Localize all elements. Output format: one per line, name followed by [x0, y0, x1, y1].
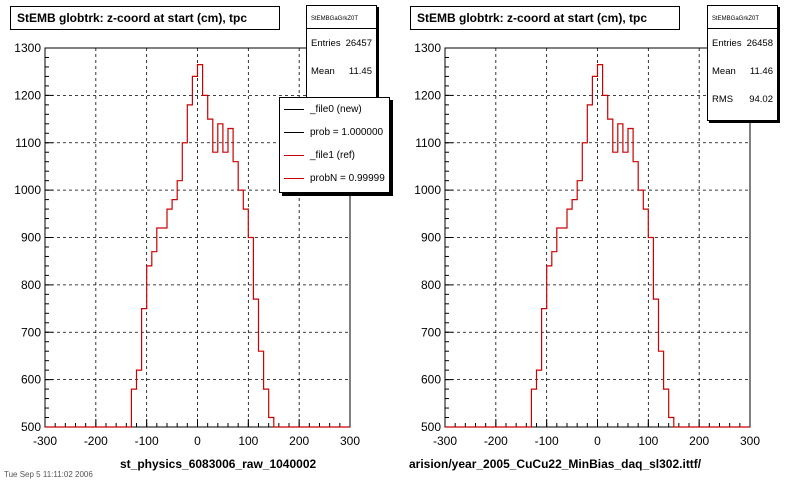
chart-title-left: StEMB globtrk: z-coord at start (cm), tp…	[10, 6, 280, 30]
y-tick-label: 1000	[14, 183, 41, 197]
x-tick-label: 100	[238, 434, 258, 448]
x-tick-label: -200	[84, 434, 108, 448]
y-tick-label: 1200	[414, 88, 441, 102]
stats-entries-row: Entries 26457	[307, 29, 376, 57]
legend-swatch	[284, 178, 304, 179]
x-tick-label: 100	[638, 434, 658, 448]
stats-name: StEMBGaGrkZ0T	[708, 6, 777, 29]
y-tick-label: 1100	[15, 136, 41, 150]
legend-label: probN = 0.99999	[310, 173, 385, 184]
stats-rms-row: RMS 94.02	[708, 85, 777, 113]
x-tick-label: -200	[484, 434, 508, 448]
y-tick-label: 1100	[415, 136, 441, 150]
x-tick-label: -300	[433, 434, 457, 448]
x-axis-label-left: st_physics_6083006_raw_1040002	[120, 457, 317, 471]
legend-box: _file0 (new) prob = 1.000000 _file1 (ref…	[279, 97, 390, 193]
y-tick-label: 600	[21, 373, 41, 387]
y-tick-label: 700	[421, 325, 441, 339]
y-tick-label: 1300	[414, 41, 441, 55]
x-tick-label: -100	[135, 434, 159, 448]
histogram-series-line	[45, 63, 350, 428]
stats-entries-row: Entries 26458	[708, 29, 777, 57]
stats-mean-value: 11.46	[749, 65, 773, 77]
stats-rms-value: 94.02	[749, 93, 773, 105]
y-tick-label: 900	[21, 231, 41, 245]
x-tick-label: -100	[535, 434, 559, 448]
y-tick-label: 600	[421, 373, 441, 387]
y-tick-label: 800	[421, 278, 441, 292]
x-tick-label: -300	[33, 434, 57, 448]
legend-entry: probN = 0.99999	[280, 167, 389, 190]
stats-mean-label: Mean	[311, 65, 335, 77]
stats-rms-label: RMS	[712, 93, 734, 105]
stats-name: StEMBGaGrkZ0T	[307, 6, 376, 29]
x-tick-label: 300	[340, 434, 360, 448]
y-tick-label: 1200	[14, 88, 41, 102]
stats-mean-row: Mean 11.45	[307, 57, 376, 85]
histogram-series-line	[445, 63, 750, 428]
stats-entries-value: 26458	[746, 37, 773, 49]
stats-mean-label: Mean	[712, 65, 736, 77]
stats-entries-label: Entries	[712, 37, 742, 49]
y-tick-label: 500	[21, 420, 41, 434]
legend-entry: prob = 1.000000	[280, 121, 389, 144]
x-tick-label: 0	[194, 434, 201, 448]
legend-entry: _file1 (ref)	[280, 144, 389, 167]
legend-entry: _file0 (new)	[280, 98, 389, 121]
stats-box-right: StEMBGaGrkZ0T Entries 26458 Mean 11.46 R…	[707, 5, 778, 121]
y-tick-label: 1300	[14, 41, 41, 55]
legend-label: prob = 1.000000	[310, 127, 384, 138]
legend-swatch	[284, 109, 304, 110]
legend-swatch	[284, 155, 304, 156]
y-tick-label: 800	[21, 278, 41, 292]
chart-panel-right: -300 -200 -100 0 100 200 300 500 600 700 800 900 100…	[414, 41, 760, 448]
stats-mean-row: Mean 11.46	[708, 57, 777, 85]
stats-box-left: StEMBGaGrkZ0T Entries 26457 Mean 11.45	[306, 5, 377, 98]
legend-label: _file0 (new)	[310, 104, 362, 115]
footer-timestamp: Tue Sep 5 11:11:02 2006	[4, 470, 93, 479]
x-tick-label: 0	[594, 434, 601, 448]
stats-entries-value: 26457	[345, 37, 372, 49]
y-tick-label: 700	[21, 325, 41, 339]
y-tick-label: 500	[421, 420, 441, 434]
chart-title-right: StEMB globtrk: z-coord at start (cm), tp…	[410, 6, 680, 30]
x-tick-label: 300	[740, 434, 760, 448]
stats-entries-label: Entries	[311, 37, 341, 49]
x-tick-label: 200	[689, 434, 709, 448]
y-tick-label: 1000	[414, 183, 441, 197]
legend-label: _file1 (ref)	[310, 150, 356, 161]
stats-mean-value: 11.45	[348, 65, 372, 77]
legend-swatch	[284, 132, 304, 133]
x-axis-label-right: arision/year_2005_CuCu22_MinBias_daq_sl3…	[409, 457, 702, 471]
x-tick-label: 200	[289, 434, 309, 448]
y-tick-label: 900	[421, 231, 441, 245]
